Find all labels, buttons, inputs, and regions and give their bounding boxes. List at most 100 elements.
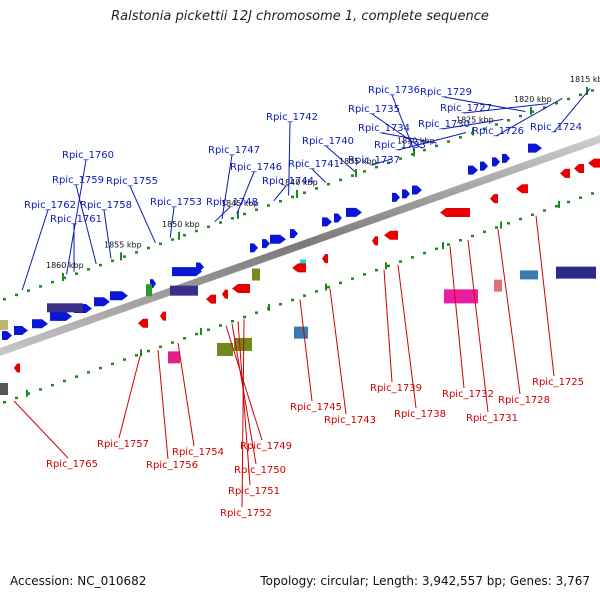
gene-label-forward: Rpic_1734 xyxy=(358,123,410,134)
leader-line-forward xyxy=(21,209,49,291)
gene-label-reverse: Rpic_1765 xyxy=(46,459,98,470)
label-leader-lines xyxy=(13,88,591,508)
scale-dot xyxy=(111,362,114,366)
scale-dot xyxy=(87,371,90,374)
scale-dot xyxy=(219,221,222,224)
scale-dot xyxy=(99,366,102,370)
reverse-gene xyxy=(322,254,328,264)
scale-dot xyxy=(363,170,366,173)
scale-dot xyxy=(339,281,342,285)
gene-label-forward: Rpic_1724 xyxy=(530,122,582,133)
scale-tick xyxy=(413,148,415,157)
map-title: Ralstonia pickettii 12J chromosome 1, co… xyxy=(111,9,489,24)
leader-line-reverse xyxy=(299,299,313,402)
scale-tick xyxy=(26,389,28,397)
scale-dot xyxy=(351,277,354,280)
kbp-label: 1845 kbp xyxy=(221,199,259,208)
scale-dot xyxy=(579,93,582,96)
scale-dot xyxy=(195,332,198,336)
scale-dot xyxy=(51,280,54,284)
gene-label-forward: Rpic_1735 xyxy=(348,104,400,115)
gene-labels: Rpic_1762Rpic_1761Rpic_1760Rpic_1759Rpic… xyxy=(24,85,584,519)
forward-gene xyxy=(196,262,204,272)
leader-line-reverse xyxy=(535,215,555,377)
leader-line-forward xyxy=(75,184,97,264)
topology-summary: Topology: circular; Length: 3,942,557 bp… xyxy=(260,574,590,588)
reverse-gene xyxy=(206,294,216,304)
leader-line-reverse xyxy=(467,239,489,413)
forward-gene xyxy=(322,217,332,227)
scale-dot xyxy=(267,204,270,207)
forward-gene xyxy=(528,143,542,153)
gene-label-forward: Rpic_1737 xyxy=(348,155,400,166)
scale-dot xyxy=(15,396,18,400)
gene-block xyxy=(0,320,8,330)
scale-tick xyxy=(140,349,142,357)
gene-label-reverse: Rpic_1754 xyxy=(172,447,224,458)
scale-dot xyxy=(447,140,450,143)
scale-dot xyxy=(243,315,246,319)
scale-tick xyxy=(296,189,298,198)
leader-line-forward xyxy=(463,103,548,114)
forward-gene xyxy=(392,192,400,202)
scale-dot xyxy=(567,97,570,101)
scale-dot xyxy=(543,209,546,212)
gene-label-reverse: Rpic_1757 xyxy=(97,439,149,450)
reverse-gene xyxy=(516,184,528,194)
gene-label-forward: Rpic_1758 xyxy=(80,200,132,211)
scale-dot xyxy=(291,298,294,302)
gene-features[interactable] xyxy=(0,143,600,395)
scale-dot xyxy=(591,192,594,195)
leader-line-forward xyxy=(103,209,112,259)
gene-label-forward: Rpic_1727 xyxy=(440,103,492,114)
scale-tick xyxy=(325,283,327,291)
forward-gene xyxy=(480,161,488,171)
gene-label-reverse: Rpic_1749 xyxy=(240,441,292,452)
scale-dot xyxy=(159,345,162,349)
gene-block xyxy=(168,351,180,364)
kbp-label: 1860 kbp xyxy=(46,261,84,270)
scale-dot xyxy=(519,217,522,221)
scale-tick xyxy=(385,262,387,270)
scale-dot xyxy=(3,297,6,301)
forward-gene xyxy=(172,267,202,277)
kbp-label: 1855 kbp xyxy=(104,240,142,249)
scale-dot xyxy=(303,294,306,297)
scale-dot xyxy=(243,212,246,216)
scale-dot xyxy=(75,272,78,275)
gene-block xyxy=(294,326,308,339)
gene-label-forward: Rpic_1753 xyxy=(150,197,202,208)
scale-tick xyxy=(268,303,270,311)
scale-dot xyxy=(255,311,258,314)
scale-dot xyxy=(171,341,174,344)
forward-gene xyxy=(402,189,410,199)
gene-block xyxy=(494,279,502,292)
reverse-gene xyxy=(160,311,166,321)
scale-dot xyxy=(375,268,378,272)
leader-line-forward xyxy=(441,118,504,130)
kbp-label: 1830 kbp xyxy=(397,136,435,145)
scale-dot xyxy=(471,234,474,238)
gene-block xyxy=(556,266,596,279)
reverse-gene xyxy=(372,236,378,246)
scale-dot xyxy=(399,157,402,160)
scale-dot xyxy=(387,264,390,268)
scale-dot xyxy=(495,226,498,229)
leader-line-reverse xyxy=(237,321,251,486)
scale-tick xyxy=(586,86,588,95)
scale-dot xyxy=(507,119,510,122)
gene-label-forward: Rpic_1730 xyxy=(418,119,470,130)
gene-label-reverse: Rpic_1728 xyxy=(498,395,550,406)
forward-gene xyxy=(262,239,270,249)
leader-line-reverse xyxy=(13,400,69,459)
reverse-gene xyxy=(588,158,600,168)
gene-label-forward: Rpic_1729 xyxy=(420,87,472,98)
forward-gene xyxy=(110,291,128,301)
gene-block xyxy=(444,289,478,304)
scale-dot xyxy=(495,123,498,126)
gene-label-forward: Rpic_1736 xyxy=(368,85,420,96)
leader-line-forward xyxy=(495,97,563,137)
scale-dot xyxy=(255,208,258,211)
reverse-gene xyxy=(222,289,228,299)
scale-dot xyxy=(51,383,54,387)
